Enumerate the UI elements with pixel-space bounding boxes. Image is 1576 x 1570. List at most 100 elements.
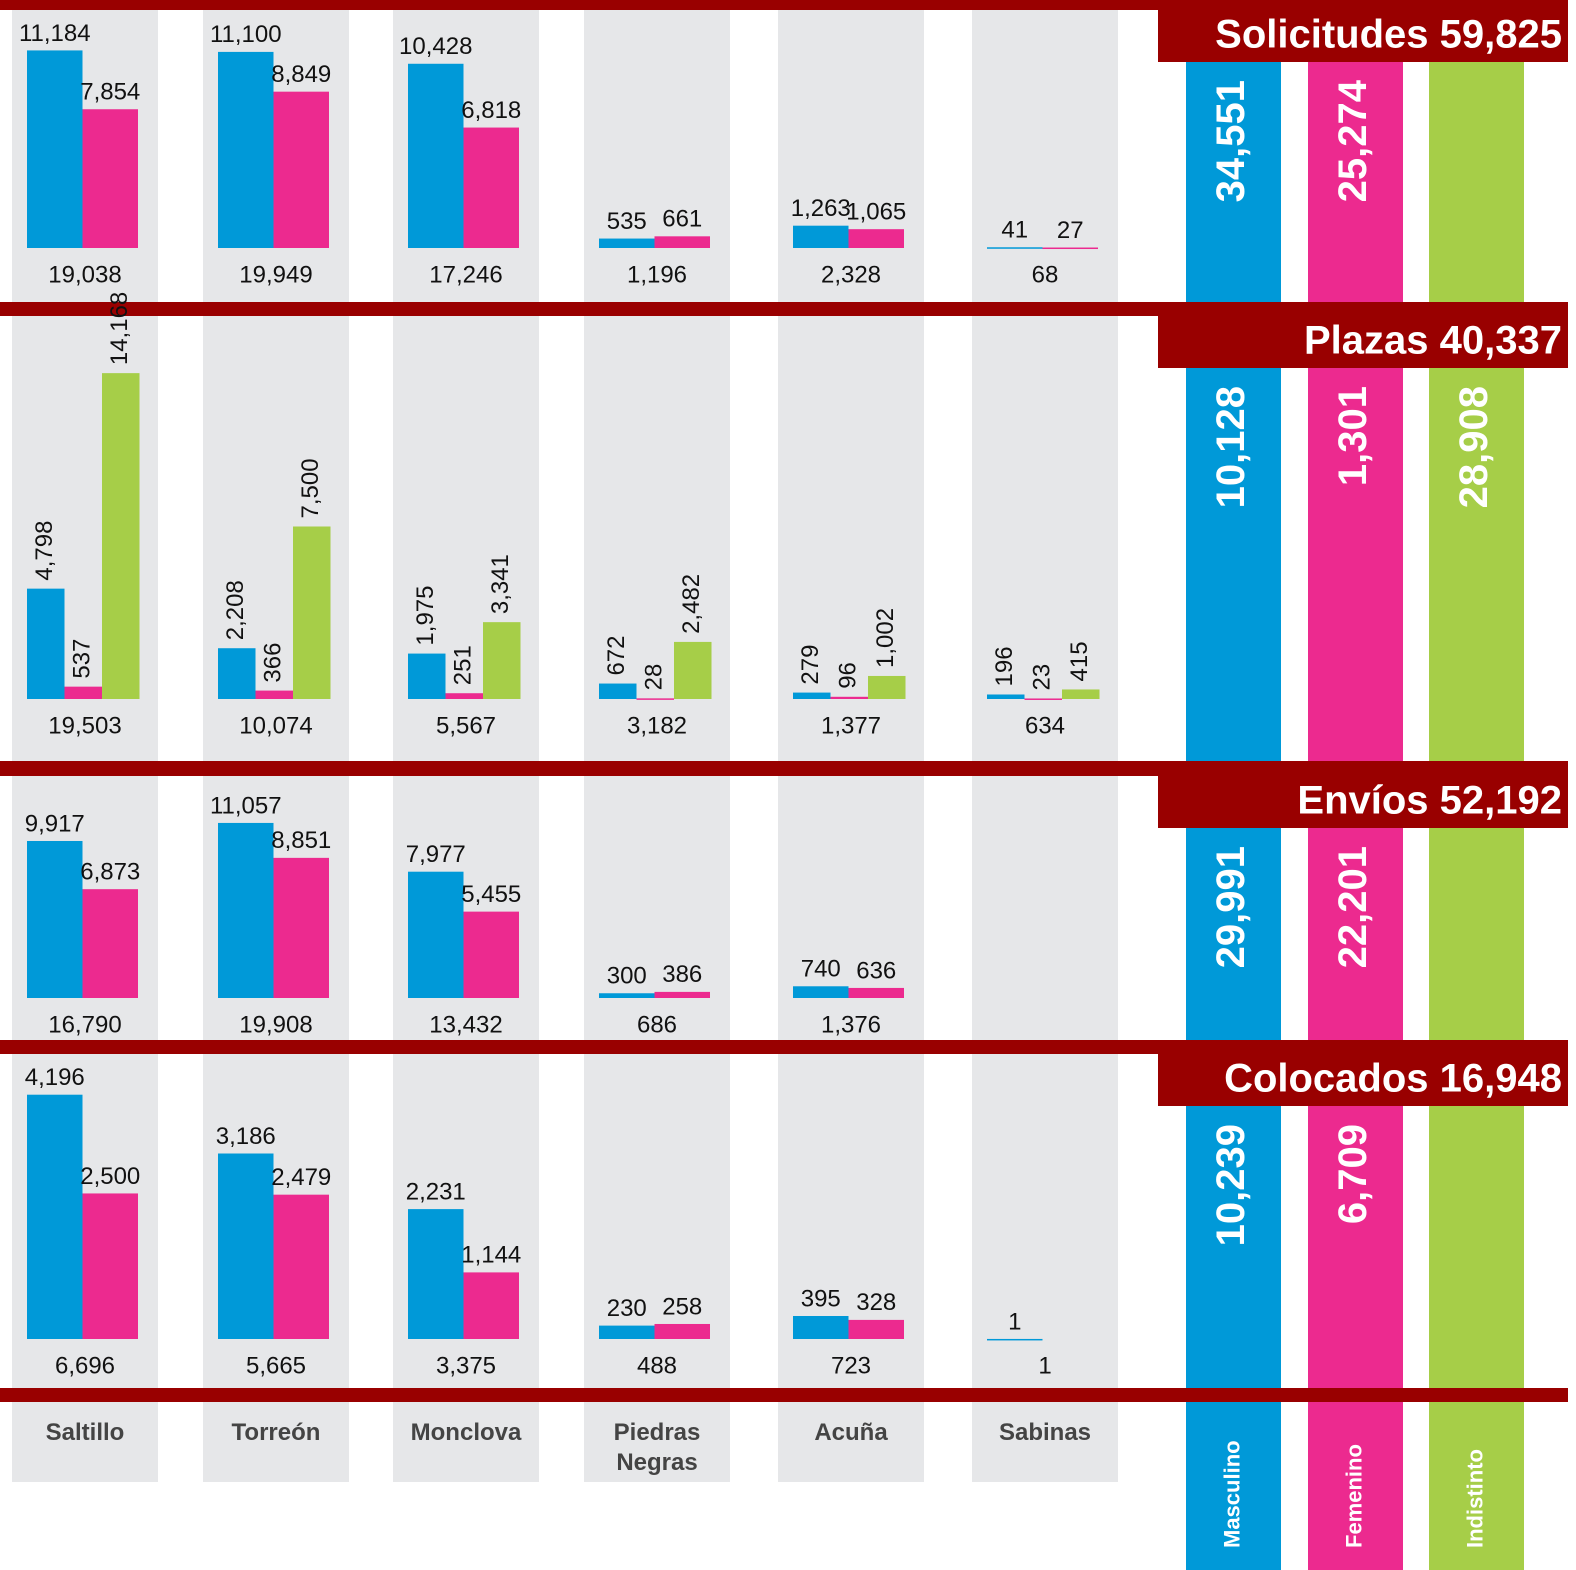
bar <box>1062 689 1100 699</box>
legend-label: Femenino <box>1341 1444 1366 1548</box>
data-label: 7,500 <box>297 458 324 518</box>
side-total: 28,908 <box>1452 386 1496 508</box>
side-column <box>1186 62 1281 302</box>
bar <box>463 911 519 998</box>
separator <box>0 761 1568 776</box>
bar <box>273 91 329 248</box>
chart-title: Colocados 16,948 <box>1224 1057 1562 1101</box>
side-column <box>1186 1402 1281 1570</box>
bar <box>82 109 138 248</box>
category-total: 16,790 <box>48 1011 121 1038</box>
category-total: 5,567 <box>436 712 496 739</box>
bar <box>27 588 65 699</box>
bar <box>82 1193 138 1339</box>
bar <box>483 622 521 699</box>
data-label: 230 <box>607 1295 647 1322</box>
bar <box>793 1316 849 1339</box>
chart-title: Envíos 52,192 <box>1297 779 1562 823</box>
data-label: 2,231 <box>406 1178 466 1205</box>
data-label: 636 <box>856 957 896 984</box>
data-label: 3,186 <box>216 1123 276 1150</box>
side-column <box>1429 828 1524 1040</box>
bar <box>868 675 906 699</box>
category-total: 1,196 <box>627 261 687 288</box>
category-label: Torreón <box>203 1402 349 1482</box>
category-total: 634 <box>1025 712 1065 739</box>
side-total: 10,128 <box>1209 386 1253 508</box>
column-bg <box>584 10 730 302</box>
data-label: 258 <box>662 1293 702 1320</box>
data-label: 8,851 <box>271 827 331 854</box>
data-label: 661 <box>662 206 702 233</box>
data-label: 3,341 <box>487 554 514 614</box>
bar <box>27 840 83 998</box>
category-total: 2,328 <box>821 261 881 288</box>
column-bg <box>972 1054 1118 1388</box>
bar <box>463 127 519 248</box>
data-label: 4,798 <box>31 521 58 581</box>
category-total: 1,376 <box>821 1011 881 1038</box>
data-label: 11,184 <box>19 20 91 47</box>
side-total: 10,239 <box>1209 1124 1253 1246</box>
data-label: 328 <box>856 1289 896 1316</box>
bar <box>599 238 655 248</box>
bar <box>64 686 102 699</box>
bar <box>848 229 904 248</box>
bar <box>408 653 446 699</box>
data-label: 2,208 <box>222 580 249 640</box>
data-label: 415 <box>1066 641 1093 681</box>
data-label: 28 <box>641 664 668 691</box>
category-label: Monclova <box>393 1402 539 1482</box>
bar <box>793 692 831 699</box>
bar <box>636 698 674 700</box>
separator <box>0 1040 1568 1054</box>
data-label: 535 <box>607 208 647 235</box>
separator <box>0 0 1568 10</box>
data-label: 2,482 <box>678 574 705 634</box>
bar <box>674 641 712 699</box>
category-label: Sabinas <box>972 1402 1118 1482</box>
category-label: Acuña <box>778 1402 924 1482</box>
title-box <box>1158 1054 1568 1106</box>
data-label: 6,818 <box>461 97 521 124</box>
category-label: Saltillo <box>12 1402 158 1482</box>
category-total: 6,696 <box>55 1352 115 1379</box>
separator <box>0 1388 1568 1402</box>
category-total: 68 <box>1032 261 1059 288</box>
bar <box>654 1323 710 1339</box>
bar <box>218 1153 274 1339</box>
bar <box>273 1194 329 1339</box>
side-column <box>1308 1106 1403 1388</box>
bar <box>408 871 464 998</box>
bar <box>27 1094 83 1339</box>
data-label: 5,455 <box>461 881 521 908</box>
column-bg <box>778 776 924 1040</box>
data-label: 96 <box>835 662 862 689</box>
bar <box>445 693 483 699</box>
category-total: 5,665 <box>246 1352 306 1379</box>
bar <box>408 63 464 248</box>
side-column <box>1429 368 1524 761</box>
bar <box>599 683 637 699</box>
chart-title: Solicitudes 59,825 <box>1215 13 1562 57</box>
side-column <box>1308 368 1403 761</box>
bar <box>273 857 329 998</box>
side-column <box>1308 828 1403 1040</box>
title-box <box>1158 10 1568 62</box>
bar <box>830 696 868 699</box>
bar <box>987 247 1043 249</box>
data-label: 7,977 <box>406 841 466 868</box>
bar <box>293 526 331 699</box>
bar <box>599 1325 655 1339</box>
data-label: 279 <box>797 645 824 685</box>
side-column <box>1429 1402 1524 1570</box>
bar <box>408 1209 464 1339</box>
category-total: 17,246 <box>429 261 502 288</box>
side-column <box>1308 1402 1403 1570</box>
data-label: 1 <box>1008 1308 1021 1335</box>
bar <box>848 987 904 998</box>
bar <box>82 889 138 998</box>
data-label: 11,100 <box>210 21 282 48</box>
data-label: 8,849 <box>271 61 331 88</box>
